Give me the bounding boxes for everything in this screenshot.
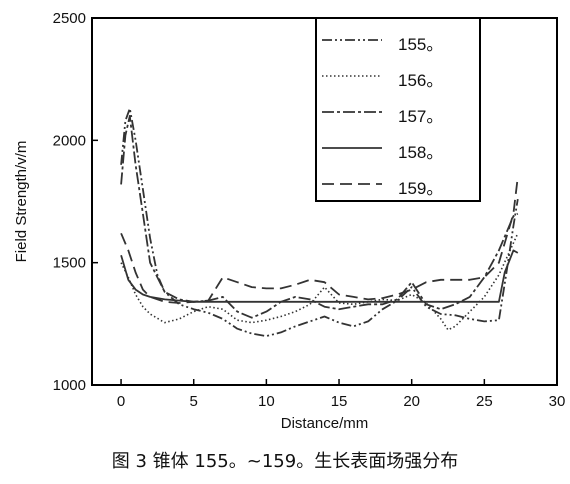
series-line-3 — [120, 115, 519, 319]
x-axis-title: Distance/mm — [281, 415, 369, 432]
x-tick-label: 5 — [190, 393, 198, 410]
series-line-4 — [120, 249, 519, 303]
y-tick-label: 1500 — [53, 255, 86, 272]
x-tick-label: 30 — [549, 393, 566, 410]
y-tick-label: 2500 — [53, 10, 86, 27]
legend-label-1: 155。 — [398, 35, 443, 54]
legend-label-2: 156。 — [398, 71, 443, 90]
x-tick-label: 15 — [331, 393, 348, 410]
legend: 155。 156。 157。 158。 159。 — [315, 17, 481, 202]
figure-caption: 图 3 锥体 155。~159。生长表面场强分布 — [111, 451, 459, 472]
x-tick-label: 20 — [403, 393, 420, 410]
series-layer — [120, 107, 519, 338]
series-line-5 — [120, 176, 519, 304]
series-line-1 — [120, 107, 519, 338]
x-tick-label: 25 — [476, 393, 493, 410]
x-tick-label: 0 — [117, 393, 125, 410]
legend-label-4: 158。 — [398, 143, 443, 162]
axis-ticks: 0 5 10 15 20 25 30 1000 1500 2000 2500 — [53, 10, 566, 410]
y-tick-label: 2000 — [53, 132, 86, 149]
y-axis-title: Field Strength/v/m — [13, 141, 30, 263]
y-tick-label: 1000 — [53, 377, 86, 394]
legend-label-3: 157。 — [398, 107, 443, 126]
x-tick-label: 10 — [258, 393, 275, 410]
series-line-2 — [120, 232, 519, 331]
legend-label-5: 159。 — [398, 179, 443, 198]
legend-box — [315, 17, 481, 202]
